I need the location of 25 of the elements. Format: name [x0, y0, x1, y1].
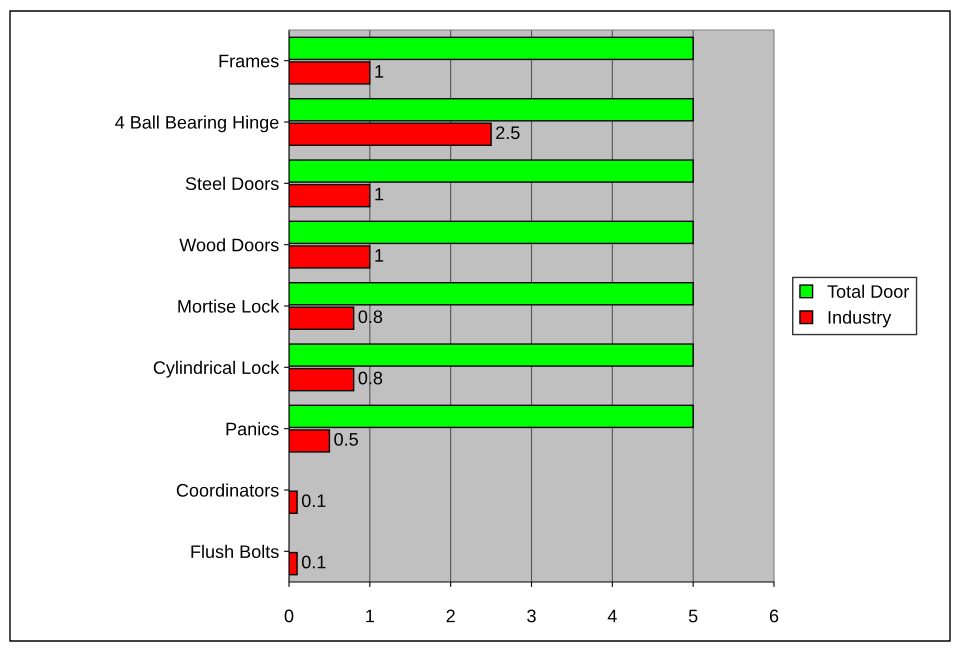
- x-tick-label: 4: [608, 610, 617, 622]
- legend-label: Industry: [828, 310, 892, 328]
- data-label: 0.5: [334, 432, 358, 446]
- y-tick-label: Coordinators: [176, 483, 279, 497]
- x-tick-label: 0: [284, 610, 294, 622]
- y-tick-label: Cylindrical Lock: [154, 360, 280, 378]
- x-tick-label: 1: [366, 610, 374, 622]
- y-tick-label: 4 Ball Bearing Hinge: [115, 115, 278, 132]
- x-tick-label: 6: [770, 610, 778, 622]
- data-label: 1: [375, 188, 384, 200]
- y-tick-label: Wood Doors: [179, 238, 279, 252]
- y-tick-label: Flush Bolts: [191, 544, 279, 558]
- data-label: 1: [375, 65, 384, 78]
- data-label: 0.1: [302, 556, 326, 568]
- y-tick-label: Panics: [226, 422, 279, 436]
- y-tick-label: Steel Doors: [186, 176, 279, 190]
- data-label: 0.1: [302, 494, 326, 508]
- x-tick-label: 3: [527, 610, 536, 622]
- data-label: 1: [375, 249, 384, 262]
- legend-label: Total Door: [827, 284, 910, 298]
- x-tick-label: 5: [688, 610, 698, 622]
- y-tick-label: Mortise Lock: [178, 299, 280, 313]
- y-tick-label: Frames: [220, 54, 279, 68]
- data-label: 2.5: [496, 126, 520, 140]
- x-tick-label: 2: [446, 610, 455, 622]
